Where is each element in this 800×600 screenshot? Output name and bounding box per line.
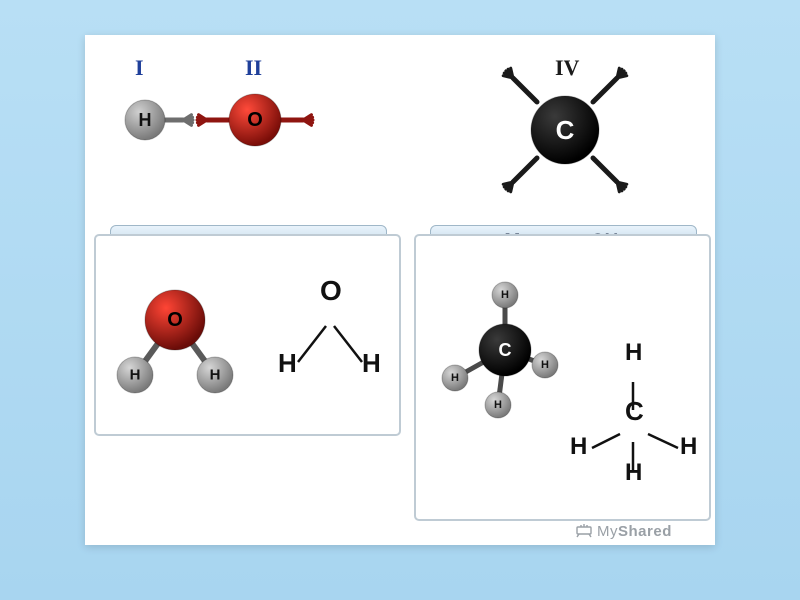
water-structural-atom: O: [320, 275, 342, 306]
water-model-hydrogen-icon-label: H: [130, 367, 141, 384]
methane-structural-atom: H: [680, 433, 697, 460]
oxygen-atom-icon-label: O: [247, 109, 263, 131]
water-structural-atom: H: [362, 348, 381, 378]
diagram-stage: H O C O H H O H H C H H H H C H H H H: [0, 0, 800, 600]
methane-structural-atom: H: [570, 433, 587, 460]
methane-model-carbon-icon-label: C: [499, 340, 512, 360]
water-model-oxygen-icon-label: O: [167, 309, 183, 331]
methane-structural-atom: C: [625, 396, 644, 426]
methane-model-hydrogen-icon-label: H: [451, 372, 459, 384]
carbon-atom-icon-label: C: [556, 115, 575, 145]
methane-structural-atom: H: [625, 459, 642, 486]
methane-model-hydrogen-icon-label: H: [541, 359, 549, 371]
methane-structural-atom: H: [625, 339, 642, 366]
water-structural-atom: H: [278, 348, 297, 378]
hydrogen-atom-icon-label: H: [139, 110, 152, 130]
slide-background: I II IV Вода – H2O Метан – CH4 MyShared …: [0, 0, 800, 600]
methane-model-hydrogen-icon-label: H: [494, 399, 502, 411]
methane-model-hydrogen-icon-label: H: [501, 289, 509, 301]
water-model-hydrogen-icon-label: H: [210, 367, 221, 384]
